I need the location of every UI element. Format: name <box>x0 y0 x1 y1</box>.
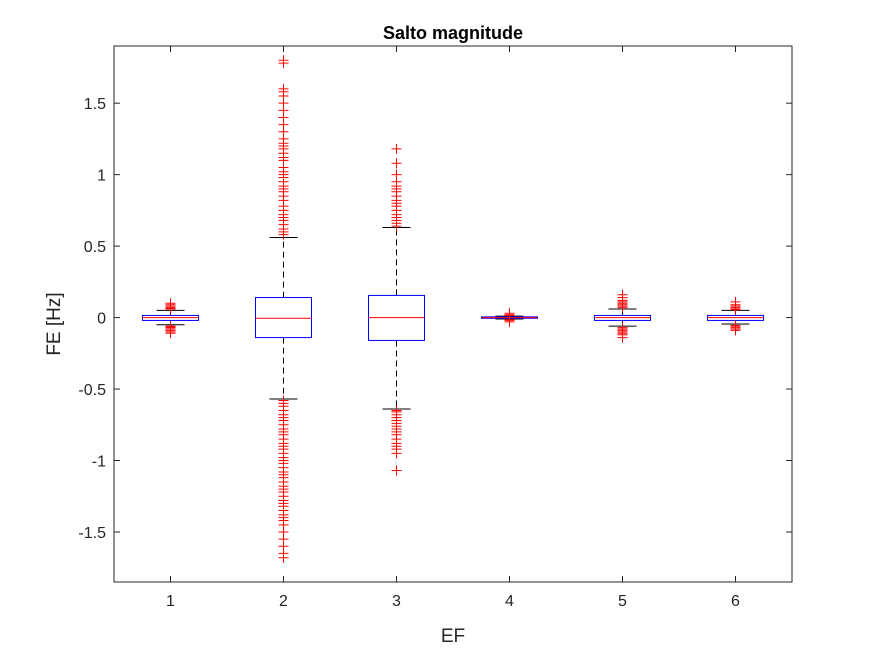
outlier-marker <box>391 158 402 169</box>
y-tick-label: -1.5 <box>78 525 106 542</box>
y-axis-label: FE [Hz] <box>44 292 65 355</box>
outlier-marker <box>730 296 741 307</box>
y-tick-label: 0 <box>97 311 106 328</box>
outlier-marker <box>617 289 628 300</box>
x-tick-label: 3 <box>392 593 401 610</box>
x-tick-label: 2 <box>279 593 288 610</box>
outlier-marker <box>278 229 289 240</box>
y-tick-label: 1.5 <box>84 96 106 113</box>
outlier-marker <box>165 321 176 332</box>
outlier-marker <box>165 298 176 309</box>
outlier-marker <box>391 465 402 476</box>
y-tick-label: 0.5 <box>84 239 106 256</box>
x-tick-label: 1 <box>166 593 175 610</box>
outlier-marker <box>391 143 402 154</box>
x-axis-label: EF <box>441 626 465 647</box>
outlier-marker <box>278 58 289 69</box>
outlier-marker <box>391 448 402 459</box>
outlier-marker <box>391 221 402 232</box>
x-tick-label: 6 <box>731 593 740 610</box>
x-tick-label: 5 <box>618 593 627 610</box>
y-tick-label: -0.5 <box>78 382 106 399</box>
outlier-marker <box>617 322 628 333</box>
axes-frame <box>113 45 793 583</box>
plot-area: -1.5 -1 -0.5 0 0.5 1 1.5 1 2 3 4 5 6 <box>78 45 793 610</box>
box <box>255 297 312 339</box>
y-tick-label: -1 <box>92 454 106 471</box>
y-tick-label: 1 <box>97 168 106 185</box>
outlier-marker <box>730 320 741 331</box>
outlier-marker <box>278 552 289 563</box>
chart-title: Salto magnitude <box>383 23 523 43</box>
outlier-marker <box>504 308 515 319</box>
x-tick-label: 4 <box>505 593 514 610</box>
